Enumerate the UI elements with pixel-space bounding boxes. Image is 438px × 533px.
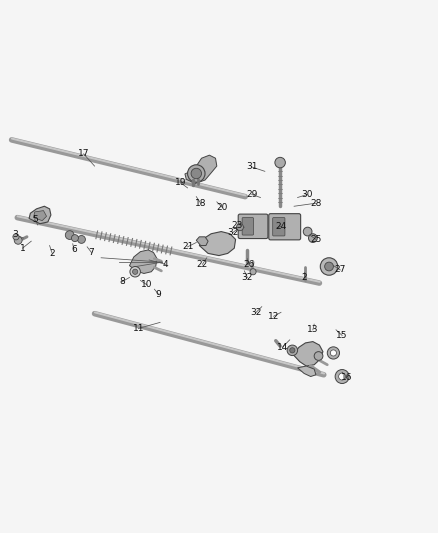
Text: 3: 3 (12, 230, 18, 239)
Circle shape (325, 262, 333, 271)
Polygon shape (185, 155, 217, 183)
Text: 17: 17 (78, 149, 89, 158)
Circle shape (71, 235, 78, 241)
Circle shape (335, 369, 349, 384)
Text: 19: 19 (175, 178, 186, 187)
Text: 30: 30 (301, 190, 313, 199)
Polygon shape (33, 211, 46, 221)
FancyBboxPatch shape (273, 217, 285, 236)
Text: 27: 27 (335, 265, 346, 274)
Text: 5: 5 (32, 215, 38, 224)
Text: 2: 2 (301, 273, 307, 282)
Circle shape (320, 258, 338, 275)
Circle shape (327, 347, 339, 359)
Text: 4: 4 (163, 260, 169, 269)
Text: 11: 11 (132, 324, 144, 333)
Circle shape (13, 234, 19, 240)
Text: 1: 1 (20, 244, 25, 253)
Polygon shape (196, 237, 208, 246)
Text: 8: 8 (119, 277, 125, 286)
Circle shape (130, 266, 141, 277)
Text: 13: 13 (307, 325, 318, 334)
Circle shape (133, 269, 138, 274)
Text: 23: 23 (232, 221, 243, 230)
Text: 10: 10 (141, 280, 153, 289)
Text: 21: 21 (182, 243, 193, 252)
Polygon shape (199, 231, 236, 256)
FancyBboxPatch shape (242, 217, 254, 235)
Circle shape (187, 165, 205, 182)
Circle shape (250, 269, 256, 275)
Circle shape (303, 227, 312, 236)
Text: 2: 2 (49, 249, 55, 258)
Text: 28: 28 (310, 199, 321, 208)
Text: 32: 32 (251, 308, 262, 317)
Circle shape (308, 234, 317, 243)
Text: 26: 26 (243, 260, 254, 269)
Circle shape (314, 352, 323, 360)
Text: 24: 24 (276, 222, 286, 231)
Polygon shape (297, 366, 316, 376)
Polygon shape (29, 206, 51, 224)
Text: 31: 31 (246, 163, 258, 172)
Circle shape (339, 373, 346, 380)
Circle shape (290, 348, 295, 353)
Text: 6: 6 (71, 245, 77, 254)
Text: 29: 29 (246, 190, 258, 199)
Text: 18: 18 (195, 199, 206, 208)
Text: 15: 15 (336, 331, 348, 340)
Text: 9: 9 (156, 290, 162, 299)
Text: 25: 25 (310, 235, 321, 244)
Text: 14: 14 (277, 343, 288, 352)
Text: 22: 22 (197, 260, 208, 269)
Circle shape (191, 168, 201, 179)
Circle shape (287, 345, 297, 356)
Text: 32: 32 (227, 228, 239, 237)
Polygon shape (130, 250, 157, 273)
Circle shape (14, 236, 22, 244)
Circle shape (65, 231, 74, 239)
Circle shape (237, 224, 244, 231)
Text: 7: 7 (88, 248, 94, 257)
Circle shape (330, 350, 336, 356)
Circle shape (78, 236, 85, 244)
Text: 12: 12 (268, 312, 279, 321)
Text: 32: 32 (242, 273, 253, 282)
FancyBboxPatch shape (238, 214, 268, 239)
Text: 20: 20 (217, 203, 228, 212)
Text: 16: 16 (341, 373, 352, 382)
Circle shape (275, 157, 286, 168)
FancyBboxPatch shape (269, 214, 300, 240)
Polygon shape (293, 342, 323, 366)
